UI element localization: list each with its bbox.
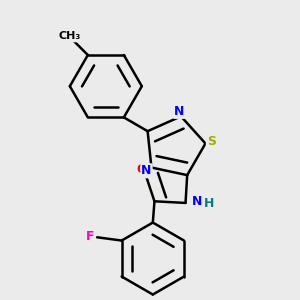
Text: F: F [86, 230, 94, 243]
Text: N: N [141, 164, 152, 177]
Text: O: O [136, 163, 147, 176]
Text: CH₃: CH₃ [58, 32, 80, 41]
Text: N: N [174, 105, 184, 118]
Text: N: N [192, 195, 202, 208]
Text: H: H [204, 197, 214, 210]
Text: S: S [207, 135, 216, 148]
